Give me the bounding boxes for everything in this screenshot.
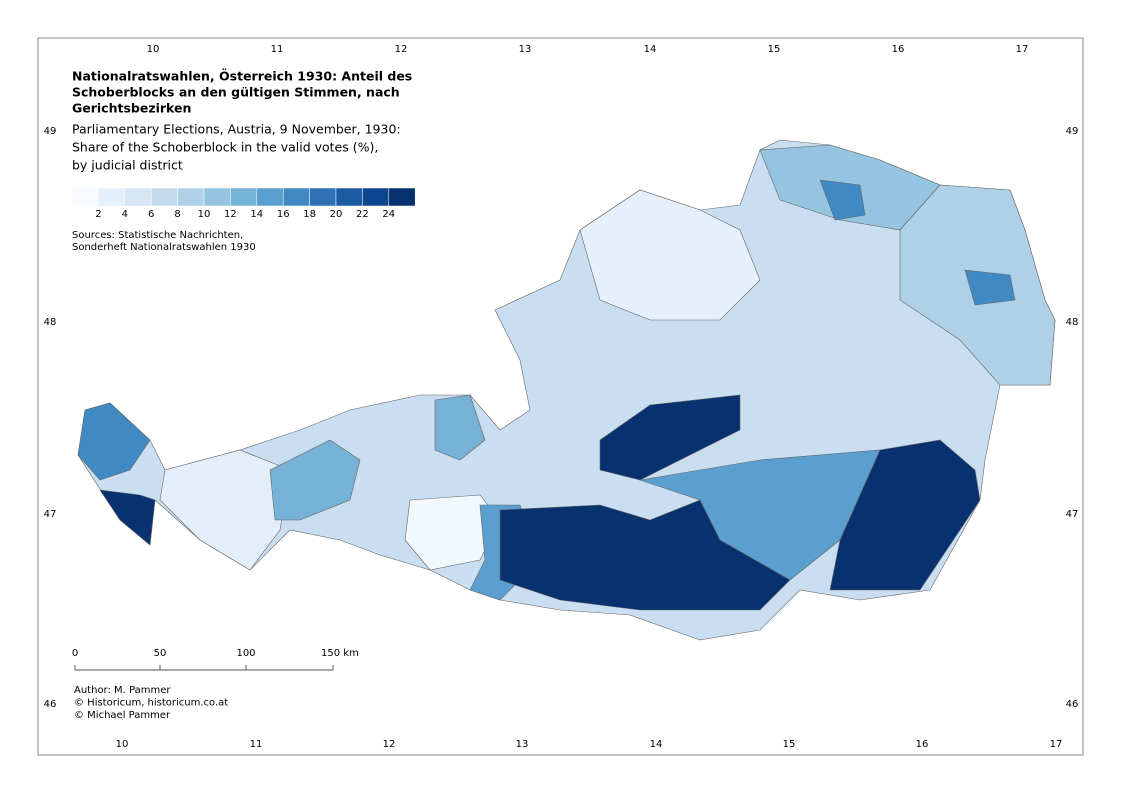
graticule-label: 15 bbox=[768, 44, 781, 55]
legend-swatch bbox=[98, 187, 126, 207]
legend-swatch bbox=[309, 187, 337, 207]
graticule-label: 13 bbox=[519, 44, 532, 55]
legend-label: 2 bbox=[95, 209, 101, 220]
graticule-label: 17 bbox=[1016, 44, 1029, 55]
sources: Sonderheft Nationalratswahlen 1930 bbox=[72, 242, 256, 253]
legend-label: 14 bbox=[250, 209, 263, 220]
region-mid bbox=[77, 402, 151, 481]
legend-swatch bbox=[362, 187, 390, 207]
region-mid bbox=[434, 394, 486, 461]
graticule-label: 10 bbox=[147, 44, 160, 55]
graticule-label: 49 bbox=[1066, 126, 1079, 137]
region-mid bbox=[269, 439, 361, 521]
legend-label: 8 bbox=[174, 209, 180, 220]
graticule-label: 49 bbox=[44, 126, 57, 137]
legend-swatch bbox=[177, 187, 205, 207]
title: Schoberblocks an den gültigen Stimmen, n… bbox=[72, 85, 400, 100]
graticule-label: 13 bbox=[516, 739, 529, 750]
legend-swatch bbox=[282, 187, 310, 207]
region-light bbox=[579, 189, 761, 321]
author: © Historicum, historicum.co.at bbox=[74, 698, 228, 709]
austria-map bbox=[77, 139, 1056, 641]
region-dark bbox=[499, 499, 791, 611]
graticule-label: 14 bbox=[644, 44, 657, 55]
legend-swatch bbox=[230, 187, 258, 207]
scale-label: 100 bbox=[236, 648, 255, 659]
subtitle: Parliamentary Elections, Austria, 9 Nove… bbox=[72, 122, 401, 137]
legend-label: 6 bbox=[148, 209, 154, 220]
legend-swatch bbox=[256, 187, 284, 207]
graticule-label: 47 bbox=[44, 509, 57, 520]
scale-label: 50 bbox=[154, 648, 167, 659]
scale-label: 150 km bbox=[321, 648, 359, 659]
region-dark bbox=[599, 394, 741, 481]
legend-label: 16 bbox=[277, 209, 290, 220]
legend-label: 4 bbox=[122, 209, 128, 220]
legend-swatch bbox=[150, 187, 178, 207]
author: Author: M. Pammer bbox=[74, 685, 171, 696]
region-mid bbox=[964, 269, 1016, 306]
legend-label: 20 bbox=[330, 209, 343, 220]
graticule-label: 15 bbox=[783, 739, 796, 750]
graticule-label: 12 bbox=[383, 739, 396, 750]
graticule-label: 46 bbox=[44, 699, 57, 710]
scale-label: 0 bbox=[72, 648, 78, 659]
legend-label: 10 bbox=[198, 209, 211, 220]
author: © Michael Pammer bbox=[74, 710, 171, 721]
graticule-label: 16 bbox=[916, 739, 929, 750]
sources: Sources: Statistische Nachrichten, bbox=[72, 230, 243, 241]
graticule-label: 46 bbox=[1066, 699, 1079, 710]
graticule-label: 48 bbox=[1066, 317, 1079, 328]
legend-swatch bbox=[124, 187, 152, 207]
legend-swatch bbox=[203, 187, 231, 207]
title: Nationalratswahlen, Österreich 1930: Ant… bbox=[72, 69, 412, 84]
legend: 2 4 6 8 10 12 14 16 18 20 22 24 bbox=[71, 187, 416, 220]
legend-label: 22 bbox=[356, 209, 369, 220]
legend-label: 18 bbox=[303, 209, 316, 220]
region-dark bbox=[829, 439, 981, 591]
graticule-label: 11 bbox=[250, 739, 263, 750]
graticule-label: 48 bbox=[44, 317, 57, 328]
subtitle: Share of the Schoberblock in the valid v… bbox=[72, 140, 378, 155]
legend-swatch bbox=[71, 187, 99, 207]
legend-swatch bbox=[335, 187, 363, 207]
region-light bbox=[404, 494, 501, 571]
legend-swatch bbox=[388, 187, 416, 207]
graticule-label: 10 bbox=[116, 739, 129, 750]
graticule-label: 17 bbox=[1050, 739, 1063, 750]
region-light bbox=[159, 449, 291, 571]
region-mid bbox=[819, 179, 866, 221]
graticule-label: 11 bbox=[271, 44, 284, 55]
graticule-label: 16 bbox=[892, 44, 905, 55]
graticule-label: 47 bbox=[1066, 509, 1079, 520]
graticule-label: 12 bbox=[395, 44, 408, 55]
frame bbox=[37, 37, 1084, 756]
legend-label: 24 bbox=[382, 209, 395, 220]
title: Gerichtsbezirken bbox=[72, 101, 191, 116]
subtitle: by judicial district bbox=[72, 158, 183, 173]
region-dark bbox=[99, 489, 156, 546]
graticule-label: 14 bbox=[650, 739, 663, 750]
legend-label: 12 bbox=[224, 209, 237, 220]
